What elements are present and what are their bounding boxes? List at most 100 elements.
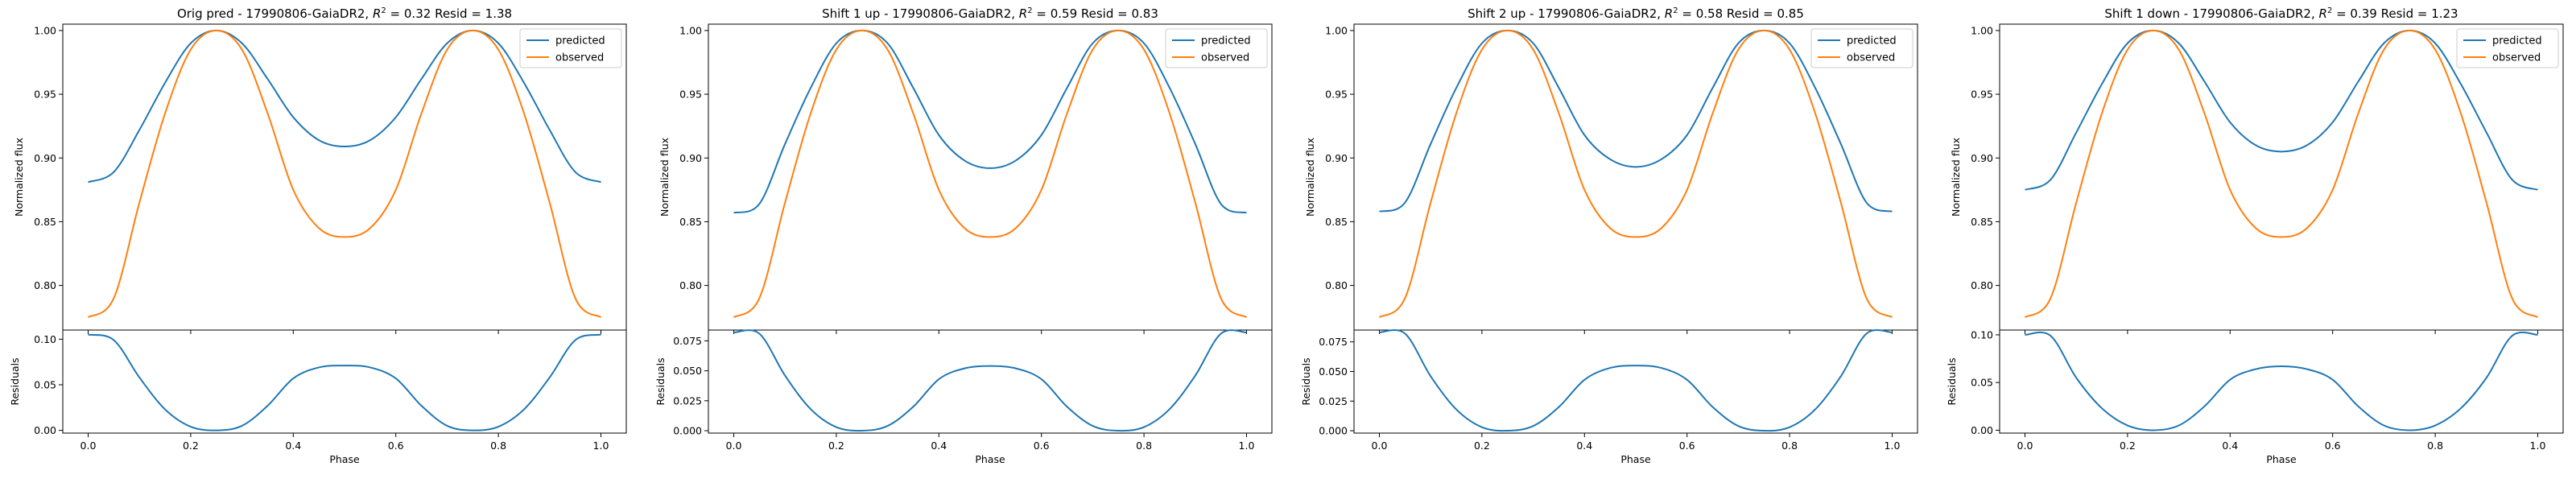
flux-ytick-label: 0.95 [1325,89,1348,101]
flux-ytick-label: 1.00 [679,24,702,36]
flux-ytick-label: 0.90 [679,152,702,164]
xtick-label: 0.0 [1372,440,1388,452]
flux-ytick-label: 0.95 [34,89,56,101]
title-prefix: Orig pred - 17990806-GaiaDR2, [177,6,373,21]
residuals-line [733,329,1247,432]
r2-value: = 0.58 [1678,6,1724,21]
xtick-label: 0.2 [828,440,844,452]
xtick-label: 0.2 [2120,440,2136,452]
residuals-ytick-label: 0.075 [1319,336,1348,348]
subplot-1: Orig pred - 17990806-GaiaDR2, R2 = 0.32 … [9,6,627,465]
residuals-ytick-label: 0.05 [34,378,56,390]
xtick-label: 1.0 [593,440,609,452]
xtick-label: 0.0 [80,440,97,452]
residuals-ytick-label: 0.050 [1319,365,1348,378]
residuals-axes-frame [1353,329,1918,434]
xtick-label: 1.0 [2530,440,2546,452]
flux-axes-frame [1999,23,2564,331]
legend: predicted observed [519,28,622,68]
xtick-label: 0.2 [1474,440,1490,452]
xtick-label: 0.4 [931,440,947,452]
residuals-ytick-label: 0.10 [34,333,56,345]
legend-label-predicted: predicted [1201,35,1251,47]
legend: predicted observed [2456,28,2559,68]
residuals-ytick-label: 0.00 [34,424,56,436]
observed-line [87,29,602,319]
x-axis-label: Phase [2266,453,2297,465]
xtick-label: 0.4 [285,440,301,452]
flux-y-axis-label: Normalized flux [13,138,25,217]
xtick-label: 0.8 [1136,440,1152,452]
xtick-label: 0.6 [1034,440,1050,452]
r2-symbol: R [1665,6,1673,21]
xtick-label: 0.8 [490,440,506,452]
xtick-label: 0.4 [1576,440,1592,452]
observed-line [1378,29,1893,319]
legend-label-observed: observed [1847,52,1895,64]
flux-axes-frame [708,23,1273,331]
residuals-ytick-label: 0.10 [1971,328,1993,341]
r2-exponent: 2 [1027,6,1032,15]
chart-title: Shift 2 up - 17990806-GaiaDR2, R2 = 0.58… [1468,6,1804,21]
flux-ytick-label: 0.85 [34,216,56,228]
xtick-label: 0.4 [2222,440,2238,452]
residuals-y-axis-label: Residuals [1946,357,1958,405]
residuals-line [2025,331,2538,431]
flux-ytick-label: 0.95 [1971,89,1993,101]
flux-ytick-label: 1.00 [1325,24,1348,36]
flux-axes-frame [1353,23,1918,331]
flux-axes-frame [62,23,627,331]
subplot-3: Shift 2 up - 17990806-GaiaDR2, R2 = 0.58… [1300,6,1918,465]
r2-exponent: 2 [2327,6,2332,15]
residuals-y-axis-label: Residuals [9,357,21,405]
legend-label-observed: observed [1201,52,1249,64]
flux-ytick-label: 0.80 [1971,279,1993,291]
predicted-line [2025,29,2538,191]
xtick-label: 0.6 [388,440,404,452]
residuals-ytick-label: 0.025 [673,394,702,407]
xtick-label: 0.6 [2325,440,2341,452]
flux-ytick-label: 1.00 [34,24,56,36]
r2-exponent: 2 [381,6,386,15]
residuals-ytick-label: 0.075 [673,335,702,347]
xtick-label: 1.0 [1239,440,1255,452]
flux-ytick-label: 0.90 [1971,152,1993,164]
xtick-label: 0.2 [183,440,199,452]
resid-value: Resid = 0.83 [1077,6,1158,21]
subplot-4: Shift 1 down - 17990806-GaiaDR2, R2 = 0.… [1946,6,2564,465]
flux-ytick-label: 0.80 [679,279,702,291]
chart-title: Shift 1 up - 17990806-GaiaDR2, R2 = 0.59… [822,6,1158,21]
x-axis-label: Phase [329,453,360,465]
chart-title: Orig pred - 17990806-GaiaDR2, R2 = 0.32 … [177,6,512,21]
residuals-ytick-label: 0.05 [1971,377,1993,389]
flux-ytick-label: 0.85 [1971,216,1993,228]
chart-title: Shift 1 down - 17990806-GaiaDR2, R2 = 0.… [2104,6,2458,21]
r2-value: = 0.59 [1033,6,1078,21]
title-prefix: Shift 1 down - 17990806-GaiaDR2, [2104,6,2318,21]
predicted-line [88,29,601,184]
observed-line [2024,29,2539,319]
legend: predicted observed [1165,28,1268,68]
residuals-line [1379,329,1893,432]
xtick-label: 1.0 [1885,440,1901,452]
flux-ytick-label: 1.00 [1971,24,1993,36]
residuals-ytick-label: 0.000 [673,425,702,437]
residuals-ytick-label: 0.025 [1319,395,1348,407]
flux-ytick-label: 0.80 [34,279,56,291]
flux-ytick-label: 0.95 [679,89,702,101]
residuals-ytick-label: 0.000 [1319,425,1348,437]
title-prefix: Shift 2 up - 17990806-GaiaDR2, [1468,6,1665,21]
residuals-y-axis-label: Residuals [1300,357,1312,405]
flux-y-axis-label: Normalized flux [1950,138,1962,217]
r2-symbol: R [2319,6,2327,21]
predicted-line [733,29,1247,214]
observed-line [733,29,1248,319]
r2-value: = 0.32 [386,6,431,21]
residuals-axes-frame [708,329,1273,434]
flux-ytick-label: 0.85 [679,216,702,228]
flux-y-axis-label: Normalized flux [1304,138,1316,217]
xtick-label: 0.8 [2427,440,2443,452]
r2-symbol: R [373,6,381,21]
title-prefix: Shift 1 up - 17990806-GaiaDR2, [822,6,1019,21]
